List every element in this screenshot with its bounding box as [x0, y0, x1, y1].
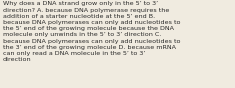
Text: Why does a DNA strand grow only in the 5’ to 3’
direction? A. because DNA polyme: Why does a DNA strand grow only in the 5…	[3, 1, 180, 62]
